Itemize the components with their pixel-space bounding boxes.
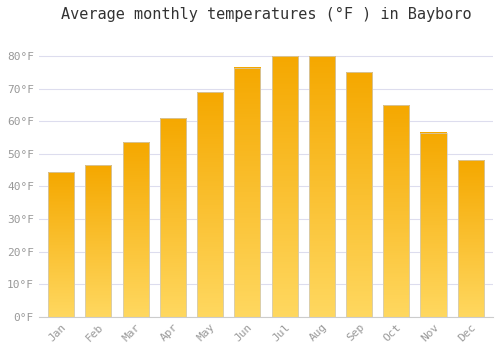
Bar (383, 105, 409, 317)
Bar (160, 118, 186, 317)
Title: Average monthly temperatures (°F ) in Bayboro: Average monthly temperatures (°F ) in Ba… (60, 7, 471, 22)
Bar (420, 133, 446, 317)
Bar (346, 72, 372, 317)
Bar (458, 160, 483, 317)
Bar (122, 142, 148, 317)
Bar (86, 165, 112, 317)
Bar (234, 68, 260, 317)
Bar (308, 56, 335, 317)
Bar (48, 172, 74, 317)
Bar (197, 92, 223, 317)
Bar (272, 56, 297, 317)
